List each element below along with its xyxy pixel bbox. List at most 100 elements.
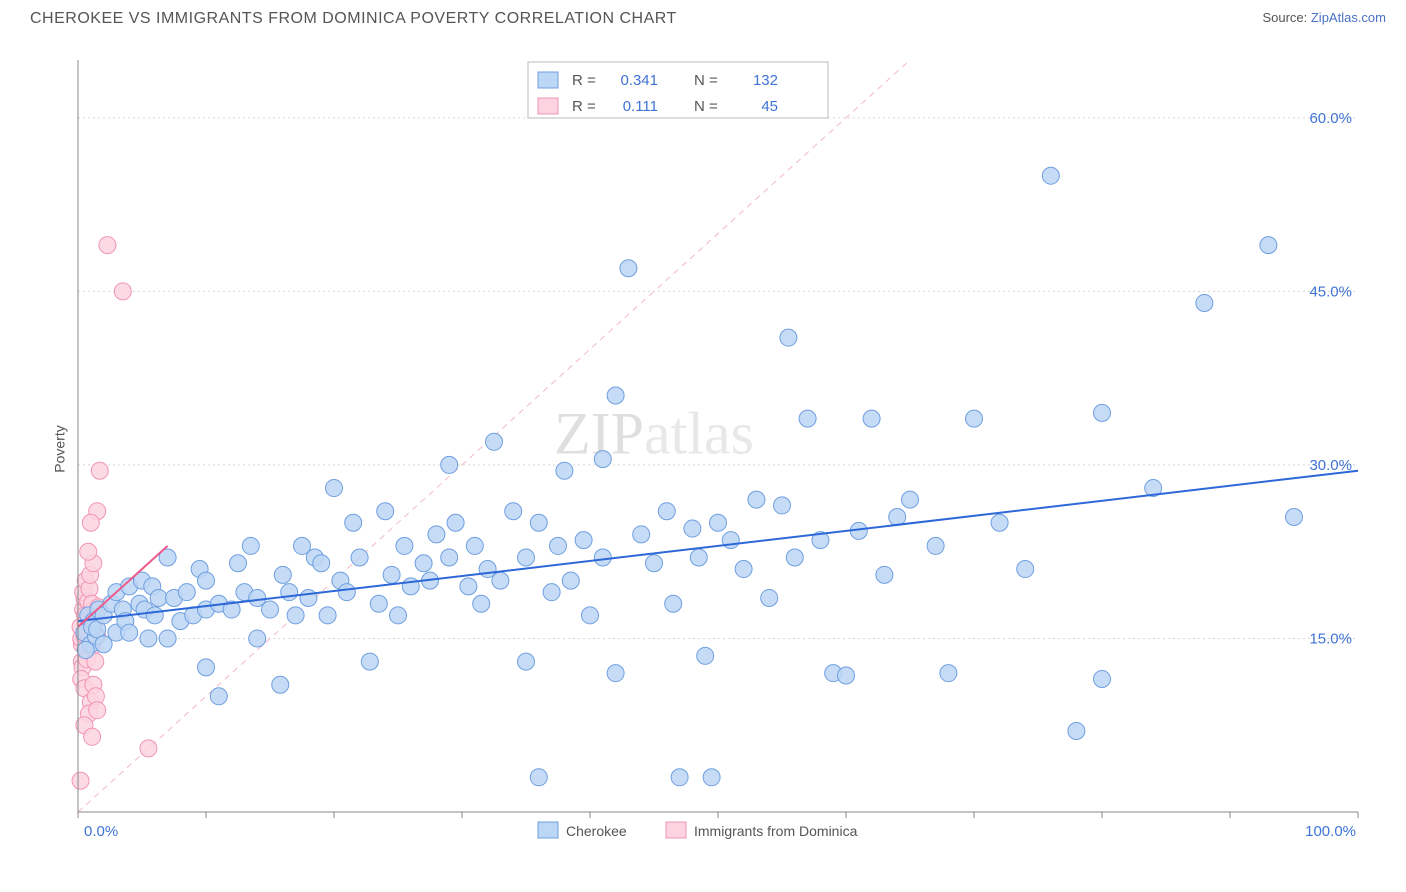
data-point: [594, 549, 611, 566]
data-point: [121, 624, 138, 641]
data-point: [530, 514, 547, 531]
source-link[interactable]: ZipAtlas.com: [1311, 10, 1386, 25]
data-point: [300, 589, 317, 606]
x-tick-label: 100.0%: [1305, 823, 1356, 840]
data-point: [99, 237, 116, 254]
legend-n-value: 132: [753, 72, 778, 89]
data-point: [556, 462, 573, 479]
legend-swatch: [538, 98, 558, 114]
data-point: [902, 491, 919, 508]
data-point: [646, 555, 663, 572]
data-point: [1286, 508, 1303, 525]
legend-n-label: N =: [694, 72, 718, 89]
data-point: [658, 503, 675, 520]
legend-swatch: [666, 822, 686, 838]
data-point: [313, 555, 330, 572]
data-point: [441, 456, 458, 473]
source-attribution: Source: ZipAtlas.com: [1262, 10, 1386, 25]
data-point: [89, 702, 106, 719]
data-point: [1260, 237, 1277, 254]
legend-r-label: R =: [572, 72, 596, 89]
data-point: [550, 537, 567, 554]
data-point: [518, 653, 535, 670]
legend-series-label: Immigrants from Dominica: [694, 823, 858, 839]
data-point: [486, 433, 503, 450]
data-point: [140, 740, 157, 757]
data-point: [594, 451, 611, 468]
data-point: [159, 630, 176, 647]
data-point: [114, 283, 131, 300]
data-point: [249, 630, 266, 647]
data-point: [351, 549, 368, 566]
data-point: [319, 607, 336, 624]
data-point: [466, 537, 483, 554]
data-point: [966, 410, 983, 427]
x-tick-label: 0.0%: [84, 823, 118, 840]
data-point: [735, 561, 752, 578]
y-tick-label: 45.0%: [1309, 283, 1352, 300]
data-point: [272, 676, 289, 693]
data-point: [80, 543, 97, 560]
legend-r-value: 0.111: [623, 98, 658, 115]
data-point: [146, 607, 163, 624]
data-point: [1094, 404, 1111, 421]
data-point: [242, 537, 259, 554]
data-point: [703, 769, 720, 786]
legend-r-value: 0.341: [620, 72, 658, 89]
data-point: [838, 667, 855, 684]
data-point: [748, 491, 765, 508]
data-point: [396, 537, 413, 554]
data-point: [383, 566, 400, 583]
data-point: [582, 607, 599, 624]
source-prefix: Source:: [1262, 10, 1310, 25]
legend-r-label: R =: [572, 98, 596, 115]
data-point: [210, 688, 227, 705]
y-tick-label: 60.0%: [1309, 110, 1352, 127]
data-point: [991, 514, 1008, 531]
watermark: ZIPatlas: [554, 400, 754, 466]
data-point: [575, 532, 592, 549]
data-point: [530, 769, 547, 786]
data-point: [684, 520, 701, 537]
data-point: [505, 503, 522, 520]
data-point: [633, 526, 650, 543]
data-point: [262, 601, 279, 618]
data-point: [326, 480, 343, 497]
data-point: [607, 387, 624, 404]
data-point: [428, 526, 445, 543]
chart-title: CHEROKEE VS IMMIGRANTS FROM DOMINICA POV…: [30, 10, 677, 28]
data-point: [361, 653, 378, 670]
data-point: [607, 665, 624, 682]
data-point: [91, 462, 108, 479]
data-point: [562, 572, 579, 589]
data-point: [518, 549, 535, 566]
data-point: [198, 659, 215, 676]
data-point: [799, 410, 816, 427]
data-point: [441, 549, 458, 566]
scatter-chart: 15.0%30.0%45.0%60.0%ZIPatlas0.0%100.0%R …: [58, 44, 1378, 854]
data-point: [198, 572, 215, 589]
data-point: [230, 555, 247, 572]
legend-swatch: [538, 72, 558, 88]
legend-n-value: 45: [761, 98, 778, 115]
data-point: [274, 566, 291, 583]
data-point: [1068, 723, 1085, 740]
data-point: [940, 665, 957, 682]
y-tick-label: 15.0%: [1309, 630, 1352, 647]
data-point: [287, 607, 304, 624]
data-point: [665, 595, 682, 612]
data-point: [150, 589, 167, 606]
data-point: [786, 549, 803, 566]
data-point: [370, 595, 387, 612]
data-point: [338, 584, 355, 601]
data-point: [281, 584, 298, 601]
data-point: [140, 630, 157, 647]
data-point: [774, 497, 791, 514]
data-point: [1094, 670, 1111, 687]
data-point: [620, 260, 637, 277]
data-point: [1196, 294, 1213, 311]
data-point: [697, 647, 714, 664]
data-point: [82, 514, 99, 531]
legend-series-label: Cherokee: [566, 823, 627, 839]
data-point: [84, 728, 101, 745]
